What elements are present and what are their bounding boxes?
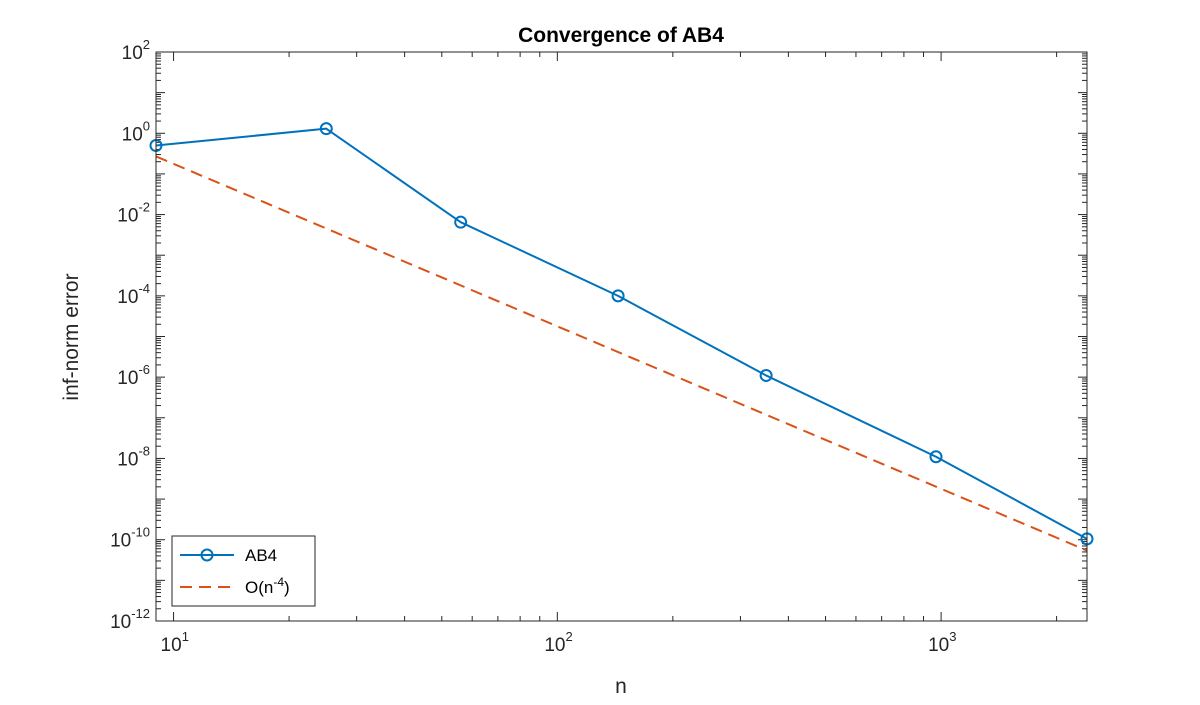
y-tick-label: 10-12 (110, 606, 150, 633)
axes-box (155, 51, 1088, 622)
data-point-ab4 (454, 215, 468, 229)
series-line-reference (155, 155, 1088, 552)
data-point-ab4 (759, 368, 773, 382)
chart-title: Convergence of AB4 (518, 24, 724, 47)
y-tick-label: 102 (122, 37, 150, 64)
legend-label-reference: O(n-4) (245, 575, 290, 597)
legend-marker-ab4 (200, 548, 214, 562)
y-axis-label: inf-norm error (60, 273, 83, 400)
legend: AB4 O(n-4) (171, 535, 316, 607)
y-tick-label: 100 (122, 118, 150, 145)
legend-ref-main: O(n (245, 578, 273, 597)
legend-box (171, 535, 316, 607)
x-axis-label: n (615, 675, 627, 698)
legend-ref-exponent: -4 (273, 575, 284, 589)
y-tick-label: 10-4 (117, 281, 150, 308)
y-tick-label: 10-6 (117, 362, 150, 389)
x-tick-label: 102 (544, 629, 572, 656)
plot-area (156, 52, 1087, 621)
y-tick-label: 10-2 (117, 200, 150, 227)
y-tick-label: 10-10 (110, 525, 150, 552)
data-point-ab4 (611, 289, 625, 303)
y-tick-labels: 10-12 10-10 10-8 10-6 10-4 10-2 100 102 (110, 37, 150, 633)
x-tick-label: 101 (161, 629, 189, 656)
data-point-ab4 (319, 122, 333, 136)
legend-label-ab4: AB4 (245, 546, 277, 565)
series-layer (149, 122, 1094, 552)
legend-ref-tail: ) (284, 578, 290, 597)
minor-ticks (156, 52, 1087, 621)
x-tick-labels: 101 102 103 (161, 629, 957, 656)
y-tick-label: 10-8 (117, 443, 150, 470)
x-tick-label: 103 (928, 629, 956, 656)
data-point-ab4 (929, 450, 943, 464)
series-line-ab4 (155, 127, 1088, 540)
